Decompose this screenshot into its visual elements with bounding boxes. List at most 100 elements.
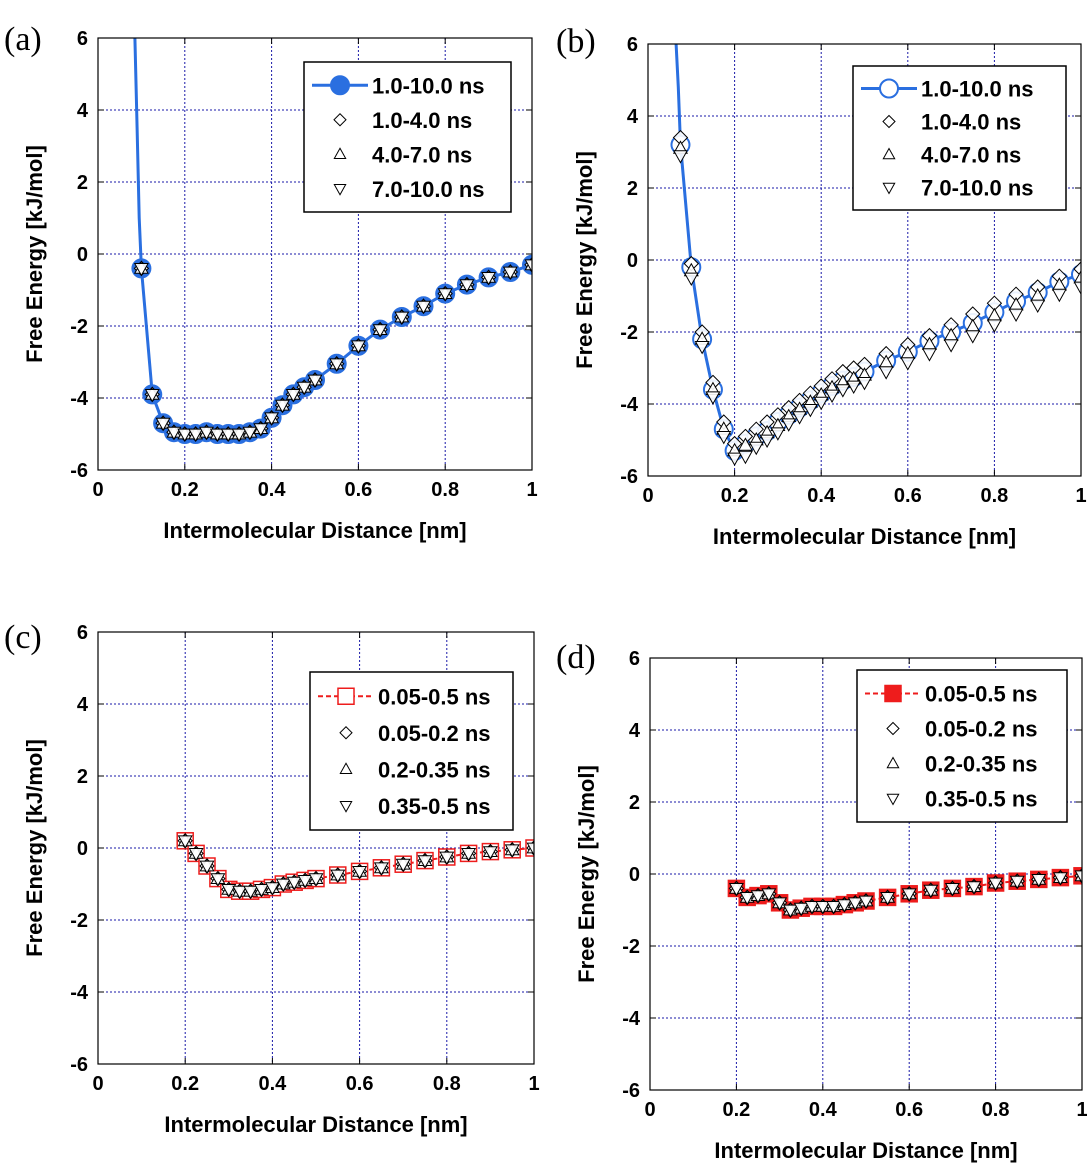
data-point-triangle-down [1073, 281, 1081, 296]
y-axis-label: Free Energy [kJ/mol] [22, 739, 47, 957]
data-point-triangle-down [846, 380, 862, 395]
legend-marker [879, 78, 899, 99]
data-point-triangle-down [459, 279, 475, 293]
x-tick-label: 1 [528, 1073, 539, 1095]
y-tick-label: 4 [629, 720, 641, 742]
x-tick-label: 0.6 [346, 1073, 374, 1095]
plot-area [727, 867, 1082, 919]
data-point-triangle-down [461, 848, 477, 862]
x-tick-label: 1 [526, 479, 537, 501]
data-point-triangle-down [297, 875, 313, 889]
data-point-triangle-down [352, 866, 368, 880]
data-point-triangle-down [177, 428, 193, 443]
data-point-triangle-down [737, 450, 753, 465]
panel-b: (b) 0 0.2 0.4 0.6 0.8 1 -6 -4 -2 0 2 4 6 Intermolecula… [556, 23, 1087, 549]
data-point-triangle-down [394, 311, 410, 326]
x-tick-label: 0.6 [344, 479, 372, 501]
legend-entry: 1.0-10.0 ns [921, 77, 1034, 102]
legend-entry: 0.05-0.5 ns [925, 682, 1038, 707]
legend-entry: 4.0-7.0 ns [921, 143, 1021, 168]
data-point-triangle-down [275, 878, 291, 893]
x-tick-label: 1 [1076, 1099, 1087, 1121]
data-point-triangle-down [285, 389, 301, 403]
legend-marker [339, 726, 353, 740]
data-point-triangle-down [350, 340, 366, 354]
data-point-triangle-down [815, 901, 831, 915]
data-point-triangle-down [705, 391, 721, 405]
y-tick-label: 4 [77, 100, 89, 122]
x-tick-label: 0.4 [807, 485, 836, 507]
x-tick-label: 0.6 [895, 1099, 923, 1121]
legend-entry: 1.0-4.0 ns [372, 108, 472, 133]
data-point-triangle-down [781, 418, 797, 432]
panel-a: (a) 0 0.2 0.4 0.6 0.8 1 -6 -4 -2 0 2 4 6 Intermolecula… [4, 21, 538, 543]
y-tick-label: 0 [627, 250, 638, 272]
x-tick-label: 0 [644, 1099, 655, 1121]
data-point-triangle-down [439, 851, 455, 866]
x-tick-label: 0.6 [894, 485, 922, 507]
legend-marker [333, 184, 347, 196]
data-point-triangle-down [847, 897, 863, 911]
x-tick-label: 0.2 [171, 1073, 199, 1095]
y-tick-label: -2 [70, 316, 88, 338]
y-tick-label: 2 [77, 766, 88, 788]
legend-marker [886, 793, 900, 806]
panel-c: (c) 0 0.2 0.4 0.6 0.8 1 -6 -4 -2 0 2 4 6 Intermolecula… [4, 619, 540, 1137]
legend-entry: 1.0-4.0 ns [921, 110, 1021, 135]
data-point-triangle-down [526, 842, 534, 857]
data-point-triangle-down [986, 319, 1002, 333]
data-point-diamond [1073, 261, 1081, 277]
data-point-triangle-down [502, 266, 518, 281]
data-point-triangle-down [901, 888, 917, 902]
panel-label: (a) [4, 21, 42, 58]
legend: 1.0-10.0 ns 1.0-4.0 ns 4.0-7.0 ns 7.0-10.0 … [852, 65, 1067, 211]
x-tick-label: 0.8 [980, 485, 1008, 507]
legend-marker [333, 147, 347, 159]
axes-frame [97, 631, 535, 1065]
data-point-triangle-down [782, 904, 798, 919]
y-tick-label: 6 [77, 28, 88, 50]
y-tick-label: 0 [77, 244, 88, 266]
data-point-triangle-down [856, 377, 873, 391]
legend-entry: 0.05-0.2 ns [378, 721, 491, 746]
y-tick-label: -6 [70, 1054, 88, 1076]
legend-entry: 0.2-0.35 ns [925, 752, 1038, 777]
data-point-triangle-down [739, 892, 755, 906]
data-point-triangle-down [330, 869, 346, 884]
y-tick-label: -4 [620, 394, 639, 416]
data-point-triangle-down [329, 358, 345, 372]
data-point-triangle-down [296, 381, 312, 396]
legend: 1.0-10.0 ns 1.0-4.0 ns 4.0-7.0 ns 7.0-10.0 … [303, 61, 512, 213]
data-point-triangle-down [1008, 308, 1024, 323]
y-tick-label: 2 [77, 172, 88, 194]
data-point-triangle-down [373, 862, 389, 876]
plot-area [670, 44, 1081, 467]
data-point-triangle-down [166, 426, 182, 441]
legend-marker [886, 721, 900, 736]
data-point-triangle-down [759, 434, 775, 449]
data-point-triangle-down [231, 428, 247, 443]
data-point-triangle-down [770, 427, 786, 441]
data-point-triangle-down [232, 885, 248, 900]
y-tick-label: 6 [629, 648, 640, 670]
data-point-triangle-down [242, 426, 258, 441]
x-tick-label: 1 [1075, 485, 1086, 507]
legend-marker [886, 756, 900, 769]
y-tick-label: 0 [629, 864, 640, 886]
data-point-triangle-down [307, 374, 323, 389]
data-point-triangle-down [694, 341, 710, 355]
data-point-triangle-down [155, 417, 171, 432]
data-point-triangle-down [1051, 288, 1067, 303]
data-point-triangle-down [988, 877, 1004, 892]
data-point-triangle-down [793, 902, 809, 917]
legend: 0.05-0.5 ns 0.05-0.2 ns 0.2-0.35 ns 0.35-0.… [856, 669, 1068, 823]
data-point-triangle-down [504, 844, 520, 858]
y-tick-label: -4 [70, 388, 89, 410]
data-point-triangle-down [220, 428, 236, 443]
data-point-triangle-down [900, 357, 916, 371]
data-point-triangle-up [737, 437, 753, 451]
legend-marker [884, 684, 902, 703]
data-point-triangle-down [683, 272, 699, 287]
data-point-triangle-down [761, 888, 777, 902]
